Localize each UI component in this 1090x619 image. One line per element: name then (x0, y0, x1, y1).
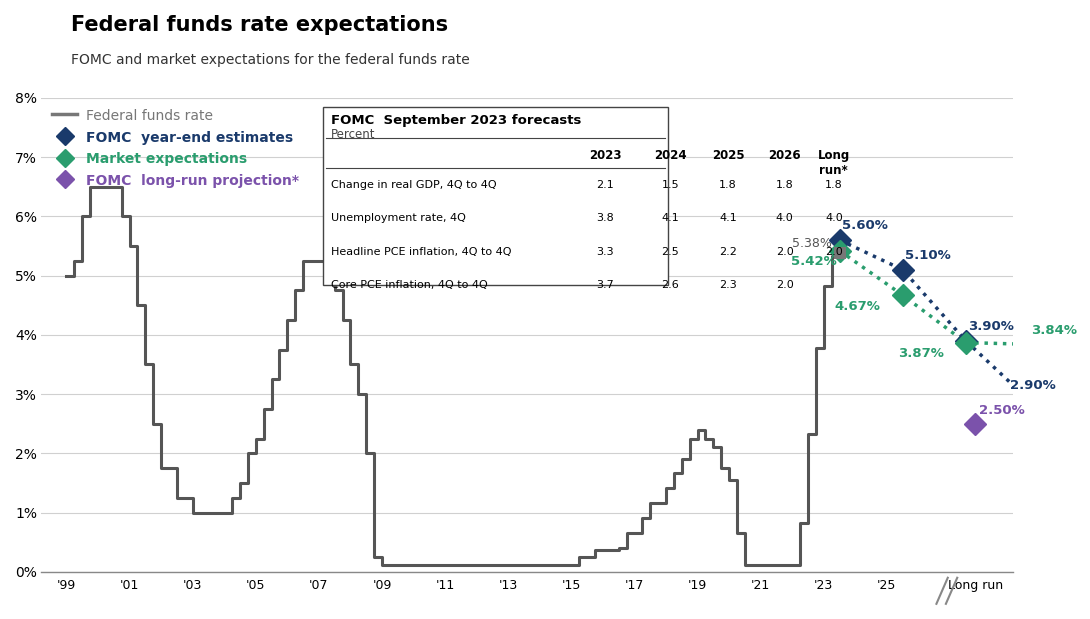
Text: 2.1: 2.1 (596, 180, 614, 190)
Text: 4.1: 4.1 (662, 213, 679, 223)
Text: Unemployment rate, 4Q: Unemployment rate, 4Q (330, 213, 465, 223)
Text: FOMC  September 2023 forecasts: FOMC September 2023 forecasts (330, 113, 581, 126)
Text: Change in real GDP, 4Q to 4Q: Change in real GDP, 4Q to 4Q (330, 180, 496, 190)
Text: 1.8: 1.8 (719, 180, 737, 190)
Text: 4.0: 4.0 (825, 213, 843, 223)
Text: 2026: 2026 (768, 149, 801, 162)
Legend: Federal funds rate, FOMC  year-end estimates, Market expectations, FOMC  long-ru: Federal funds rate, FOMC year-end estima… (48, 105, 303, 192)
Text: 3.3: 3.3 (596, 246, 614, 257)
Text: Headline PCE inflation, 4Q to 4Q: Headline PCE inflation, 4Q to 4Q (330, 246, 511, 257)
Text: 2025: 2025 (712, 149, 744, 162)
Text: 3.87%: 3.87% (898, 347, 944, 360)
Text: 2.50%: 2.50% (979, 404, 1025, 417)
Text: 2.2: 2.2 (719, 246, 737, 257)
Text: 3.7: 3.7 (596, 280, 614, 290)
Text: FOMC and market expectations for the federal funds rate: FOMC and market expectations for the fed… (71, 53, 470, 67)
Text: 5.10%: 5.10% (905, 249, 950, 262)
Text: 2.5: 2.5 (662, 246, 679, 257)
Text: 1.8: 1.8 (825, 180, 843, 190)
Text: Federal funds rate expectations: Federal funds rate expectations (71, 15, 448, 35)
Text: Percent: Percent (330, 128, 375, 141)
Text: 3.84%: 3.84% (1031, 324, 1077, 337)
Text: 3.8: 3.8 (596, 213, 614, 223)
Text: 4.67%: 4.67% (835, 300, 881, 313)
Text: 5.42%: 5.42% (791, 256, 837, 269)
Text: 4.0: 4.0 (776, 213, 794, 223)
Text: 2.90%: 2.90% (1010, 379, 1056, 392)
Text: 2.6: 2.6 (662, 280, 679, 290)
Text: Long
run*: Long run* (818, 149, 850, 178)
Text: 1.8: 1.8 (776, 180, 794, 190)
Text: 2.0: 2.0 (776, 246, 794, 257)
Text: 2024: 2024 (654, 149, 687, 162)
Text: 4.1: 4.1 (719, 213, 737, 223)
Text: 2.0: 2.0 (825, 246, 843, 257)
Text: 1.5: 1.5 (662, 180, 679, 190)
Text: 2023: 2023 (589, 149, 621, 162)
Text: 5.60%: 5.60% (843, 219, 888, 232)
Text: 3.90%: 3.90% (968, 320, 1014, 333)
Text: 5.38%: 5.38% (791, 237, 832, 250)
Text: 2.0: 2.0 (776, 280, 794, 290)
Text: Core PCE inflation, 4Q to 4Q: Core PCE inflation, 4Q to 4Q (330, 280, 487, 290)
Text: 2.3: 2.3 (719, 280, 737, 290)
